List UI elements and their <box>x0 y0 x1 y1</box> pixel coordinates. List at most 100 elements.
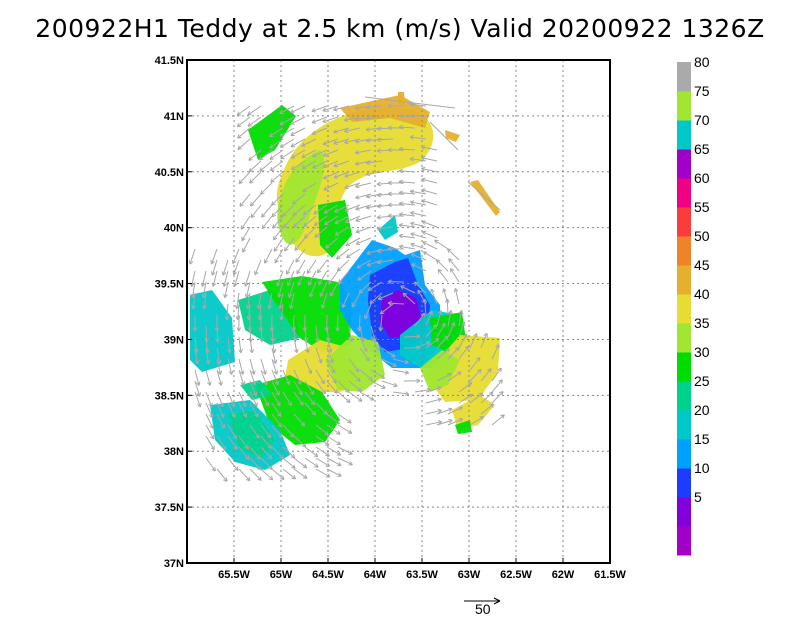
wind-vector <box>227 402 236 418</box>
wind-vector-head <box>329 292 335 297</box>
wind-vector-head <box>232 434 237 440</box>
wind-vector <box>370 380 386 389</box>
wind-vector-head <box>228 370 234 375</box>
wind-vector-head <box>220 424 225 429</box>
wind-vector-head <box>324 431 329 436</box>
wind-vector-head <box>333 174 339 179</box>
wind-vector-head <box>221 271 227 276</box>
wind-vector-head <box>336 255 341 260</box>
wind-vector <box>380 303 394 315</box>
colorbar-swatch <box>677 62 691 92</box>
wind-vector <box>315 402 328 415</box>
wind-vector-head <box>345 388 350 393</box>
colorbar-swatch <box>677 236 691 266</box>
wind-vector <box>399 245 416 250</box>
wind-vector-head <box>336 440 341 446</box>
wind-vector <box>247 105 262 116</box>
wind-vector-head <box>250 202 255 207</box>
wind-vector <box>326 380 338 394</box>
wind-vector-head <box>307 281 313 286</box>
wind-vector-head <box>264 259 269 264</box>
wind-vector-head <box>334 208 339 213</box>
wind-vector <box>381 358 397 367</box>
y-tick-label: 40N <box>164 223 184 235</box>
wind-vector <box>491 367 502 382</box>
wind-vector-head <box>302 474 308 479</box>
wind-vector <box>328 270 339 285</box>
wind-vector-head <box>267 444 272 449</box>
wind-vector-head <box>365 356 370 362</box>
wind-vector-head <box>345 242 350 247</box>
wind-vector-head <box>194 359 200 365</box>
wind-vector <box>326 446 342 456</box>
wind-vector-head <box>272 224 277 229</box>
wind-vector <box>271 402 282 417</box>
wind-vector-head <box>363 347 368 352</box>
colorbar-label: 55 <box>694 199 710 215</box>
wind-vector <box>248 149 262 161</box>
wind-vector-head <box>271 212 277 218</box>
wind-vector-head <box>303 222 308 227</box>
wind-vector <box>238 402 247 418</box>
wind-vector <box>436 419 453 426</box>
reference-label: 50 <box>475 601 491 617</box>
wind-vector <box>240 215 251 230</box>
wind-vector-head <box>318 280 323 286</box>
wind-vector-head <box>255 434 260 439</box>
wind-vector <box>259 160 273 172</box>
wind-vector-head <box>416 378 421 384</box>
wind-speed-region <box>340 95 430 128</box>
wind-vector <box>421 199 438 206</box>
wind-vector-head <box>420 145 426 150</box>
wind-vector <box>399 181 416 184</box>
wind-vector-head <box>463 333 468 339</box>
wind-vector <box>282 457 296 469</box>
wind-vector <box>355 149 372 154</box>
wind-vector <box>414 312 426 327</box>
wind-vector-head <box>398 124 403 130</box>
wind-vector-head <box>437 386 442 391</box>
wind-vector <box>315 435 330 446</box>
wind-vector-head <box>249 348 254 354</box>
wind-vector <box>260 391 269 407</box>
wind-vector-head <box>264 402 270 407</box>
wind-vector-head <box>276 401 281 407</box>
wind-vector <box>205 435 215 450</box>
wind-vector <box>216 347 221 364</box>
wind-vector <box>334 215 350 225</box>
wind-vector <box>399 191 416 195</box>
wind-vector-head <box>341 303 346 309</box>
wind-vector <box>301 160 317 170</box>
wind-vector-head <box>323 175 328 180</box>
wind-vector-head <box>354 138 360 144</box>
wind-vector-head <box>276 281 281 287</box>
reference-vector: 50 <box>464 597 501 617</box>
wind-vector <box>238 336 242 353</box>
wind-vector <box>270 171 284 183</box>
wind-vector <box>364 96 456 109</box>
wind-vector <box>387 302 405 305</box>
wind-vector-head <box>417 289 422 295</box>
wind-vector <box>333 105 350 111</box>
wind-vector <box>254 259 262 276</box>
wind-vector <box>345 237 361 247</box>
wind-vector-head <box>447 248 452 253</box>
wind-vector <box>421 146 438 151</box>
wind-vector <box>227 435 238 450</box>
wind-vector-head <box>287 293 293 298</box>
wind-vector-head <box>354 367 360 373</box>
wind-vector-head <box>421 166 426 172</box>
wind-vector-head <box>231 259 237 265</box>
wind-vector-head <box>314 233 319 238</box>
wind-vector-head <box>387 125 392 131</box>
wind-vector <box>315 457 330 467</box>
wind-vector-head <box>261 224 267 230</box>
wind-vector-head <box>334 219 339 225</box>
wind-vector-head <box>331 369 336 374</box>
wind-vector <box>292 193 306 205</box>
wind-vector <box>271 413 282 428</box>
x-tick-label: 64.5W <box>312 569 344 581</box>
wind-vector <box>436 259 449 272</box>
wind-vector <box>447 310 452 327</box>
wind-vector <box>271 347 277 364</box>
